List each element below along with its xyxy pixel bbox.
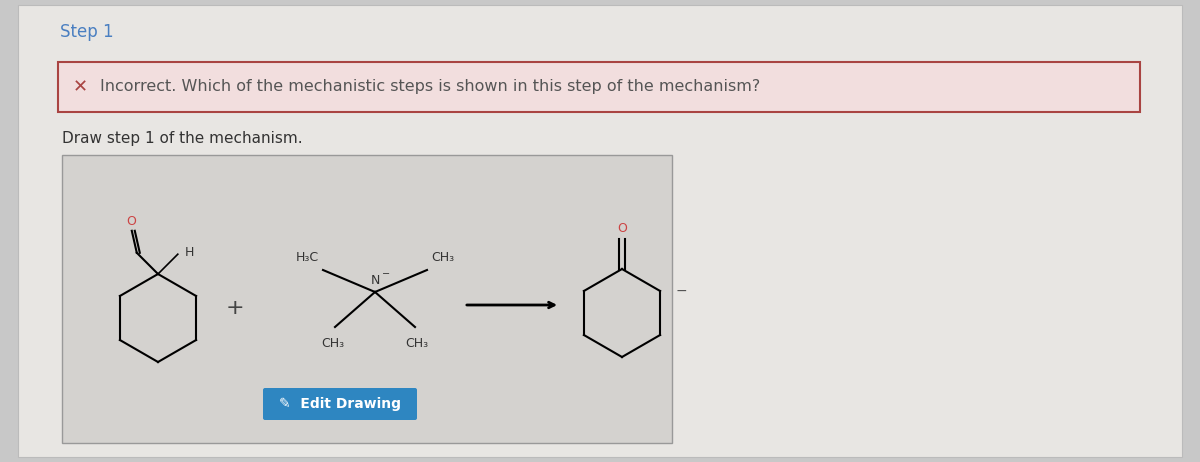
Text: CH₃: CH₃ [431,251,454,264]
FancyBboxPatch shape [263,388,418,420]
Text: CH₃: CH₃ [406,337,428,350]
Text: ✕: ✕ [72,78,88,96]
Text: O: O [126,215,136,228]
Text: H: H [185,246,194,259]
Text: Step 1: Step 1 [60,23,114,41]
Text: +: + [226,298,245,318]
FancyBboxPatch shape [62,155,672,443]
FancyBboxPatch shape [18,5,1182,457]
Text: −: − [382,269,390,279]
Text: CH₃: CH₃ [322,337,344,350]
Text: Draw step 1 of the mechanism.: Draw step 1 of the mechanism. [62,130,302,146]
Text: Incorrect. Which of the mechanistic steps is shown in this step of the mechanism: Incorrect. Which of the mechanistic step… [100,79,761,95]
Text: ✎  Edit Drawing: ✎ Edit Drawing [278,397,401,411]
FancyBboxPatch shape [58,62,1140,112]
Text: N: N [371,274,379,286]
Text: H₃C: H₃C [296,251,319,264]
Text: O: O [617,223,626,236]
Text: −: − [676,284,688,298]
